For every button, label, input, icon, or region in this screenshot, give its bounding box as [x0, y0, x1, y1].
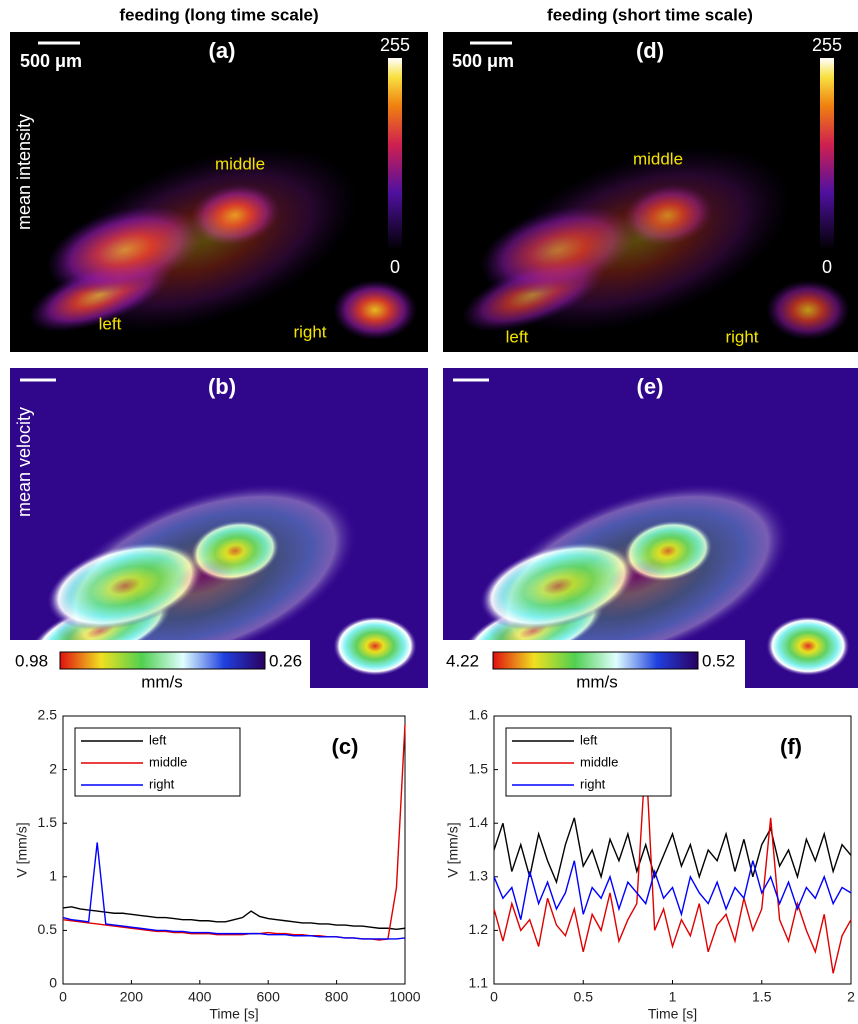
- panel-a-labels: 500 μm (a) 255 0 mean intensity middle l…: [14, 35, 410, 342]
- image-blob: [52, 483, 358, 669]
- side-label: mean velocity: [14, 407, 34, 517]
- legend-label: right: [149, 776, 175, 791]
- x-tick-label: 1000: [389, 989, 420, 1005]
- image-blob: [333, 616, 417, 676]
- y-tick-label: 1.3: [469, 868, 489, 884]
- colorbar: [820, 58, 834, 250]
- x-tick-label: 200: [120, 989, 144, 1005]
- image-blob: [52, 147, 358, 333]
- colorbar-max: 255: [812, 35, 842, 55]
- image-blob: [485, 147, 791, 333]
- colorbar-right: 0.52: [702, 651, 735, 670]
- y-tick-label: 2.5: [38, 707, 58, 723]
- legend-label: middle: [580, 754, 618, 769]
- y-tick-label: 1.5: [469, 760, 489, 776]
- panel-label: (e): [637, 374, 664, 399]
- x-axis-label: Time [s]: [648, 1006, 697, 1022]
- legend-label: right: [580, 776, 606, 791]
- column-title: feeding (short time scale): [547, 5, 753, 24]
- x-tick-label: 600: [257, 989, 281, 1005]
- colorbar-max: 255: [380, 35, 410, 55]
- scale-label: 500 μm: [452, 51, 514, 71]
- y-axis-label: V [mm/s]: [14, 822, 30, 877]
- x-tick-label: 0: [59, 989, 67, 1005]
- x-tick-label: 1.5: [752, 989, 772, 1005]
- chart-label: (f): [780, 734, 802, 759]
- image-blob: [766, 616, 850, 676]
- y-tick-label: 1.2: [469, 921, 489, 937]
- region-label: right: [293, 322, 326, 341]
- region-label: middle: [215, 154, 265, 173]
- side-label: mean intensity: [14, 114, 34, 230]
- region-label: right: [725, 327, 758, 346]
- colorbar-unit: mm/s: [576, 672, 618, 691]
- colorbar-min: 0: [390, 257, 400, 277]
- region-label: left: [506, 327, 529, 346]
- colorbar: [492, 651, 699, 670]
- x-tick-label: 0.5: [574, 989, 594, 1005]
- image-blob: [333, 280, 417, 340]
- y-tick-label: 1.6: [469, 707, 489, 723]
- y-tick-label: 0.5: [38, 921, 58, 937]
- colorbar-unit: mm/s: [141, 672, 183, 691]
- colorbar: [59, 651, 266, 670]
- y-tick-label: 1.4: [469, 814, 489, 830]
- series-line: [493, 860, 852, 920]
- series-line: [62, 906, 406, 931]
- legend-label: left: [149, 732, 167, 747]
- x-axis-label: Time [s]: [209, 1006, 258, 1022]
- chart-label: (c): [332, 734, 359, 759]
- colorbar-right: 0.26: [269, 651, 302, 670]
- panel-label: (d): [636, 38, 664, 63]
- panel-e-labels: (e) 4.22 0.52 mm/s: [443, 374, 745, 691]
- panel-b-labels: (b) mean velocity 0.98 0.26 mm/s: [10, 374, 310, 691]
- colorbar-min: 0: [822, 257, 832, 277]
- legend-label: left: [580, 732, 598, 747]
- region-label: left: [99, 314, 122, 333]
- colorbar-left: 0.98: [15, 651, 48, 670]
- y-tick-label: 1: [49, 868, 57, 884]
- y-tick-label: 1.1: [469, 975, 489, 991]
- panel-label: (a): [209, 38, 236, 63]
- x-tick-label: 400: [188, 989, 212, 1005]
- image-blob: [766, 280, 850, 340]
- region-label: middle: [633, 149, 683, 168]
- series-line: [493, 817, 852, 885]
- y-tick-label: 2: [49, 760, 57, 776]
- x-tick-label: 800: [325, 989, 349, 1005]
- x-tick-label: 0: [490, 989, 498, 1005]
- colorbar-left: 4.22: [446, 651, 479, 670]
- scale-label: 500 μm: [20, 51, 82, 71]
- column-title: feeding (long time scale): [119, 5, 318, 24]
- x-tick-label: 2: [847, 989, 855, 1005]
- panel-label: (b): [208, 374, 236, 399]
- x-tick-label: 1: [669, 989, 677, 1005]
- y-tick-label: 1.5: [38, 814, 58, 830]
- colorbar: [388, 58, 402, 250]
- panel-d-labels: 500 μm (d) 255 0 middle left right: [452, 35, 842, 347]
- y-tick-label: 0: [49, 975, 57, 991]
- series-line: [493, 753, 852, 974]
- legend-label: middle: [149, 754, 187, 769]
- image-blob: [485, 483, 791, 669]
- image-panels: [10, 32, 858, 688]
- series-line: [62, 842, 406, 940]
- y-axis-label: V [mm/s]: [445, 822, 461, 877]
